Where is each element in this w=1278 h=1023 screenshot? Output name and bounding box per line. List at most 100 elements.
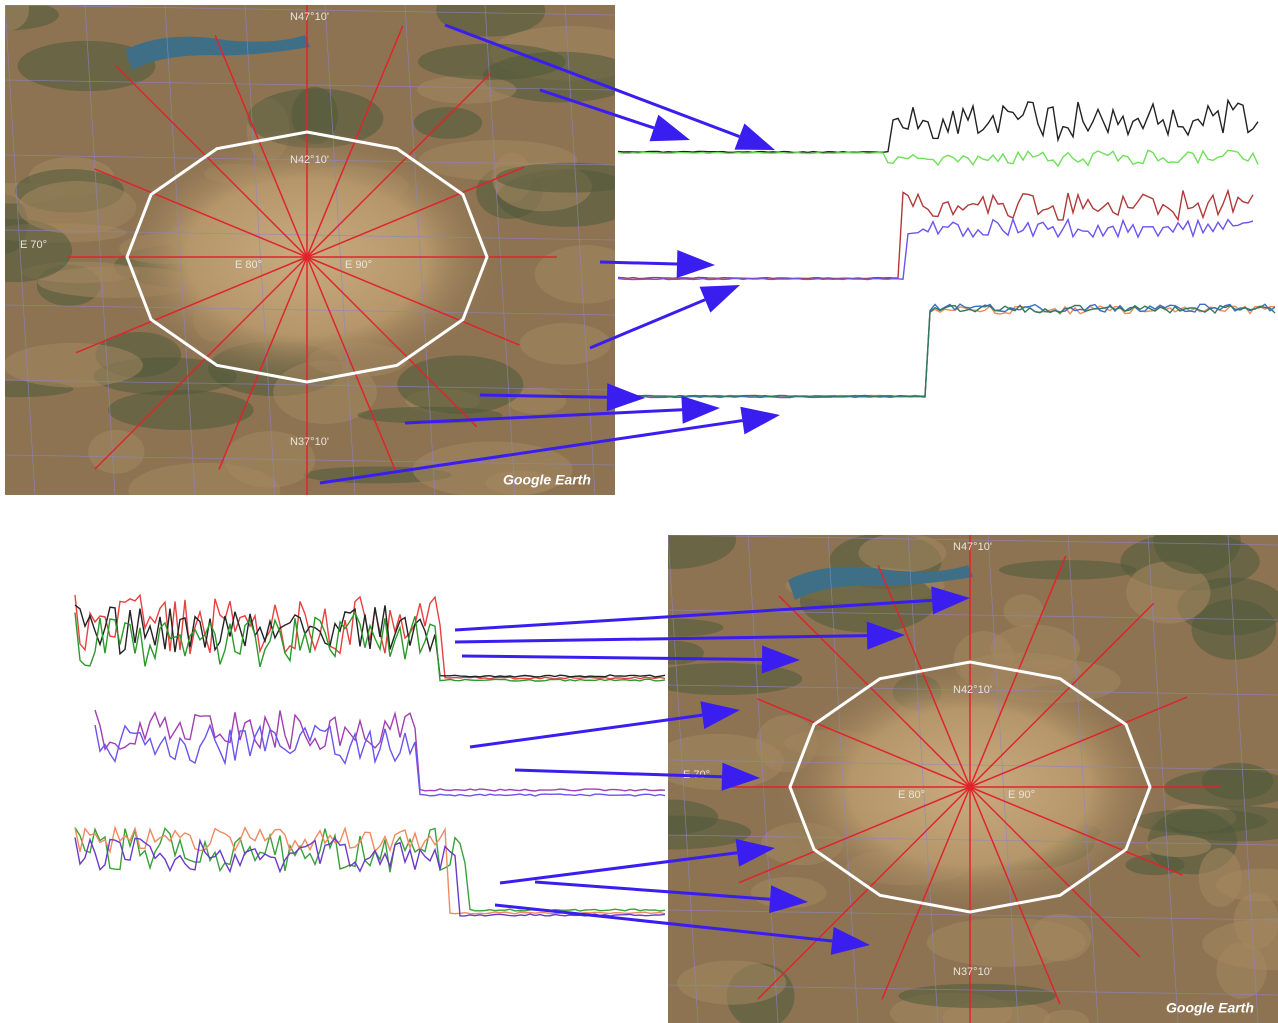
terrain (668, 640, 704, 665)
arrow-shaft (514, 768, 723, 779)
graticule (5, 79, 615, 91)
profile-line (619, 303, 1276, 399)
arrow-shaft (454, 634, 868, 644)
arrow-head (734, 123, 775, 150)
map-label: N42°10' (953, 684, 992, 696)
arrow-shaft (494, 903, 833, 943)
terrain (858, 535, 947, 573)
arrow-head (735, 838, 775, 867)
graticule (244, 5, 276, 495)
graticule (1227, 535, 1259, 1023)
map-label: E 90° (345, 259, 372, 271)
terrain (5, 5, 30, 31)
profile-ray (969, 696, 1188, 788)
arrow-head (721, 762, 760, 791)
terrain (495, 162, 615, 193)
terrain (998, 560, 1137, 580)
terrain (1215, 868, 1278, 902)
graticule (5, 229, 615, 241)
terrain (485, 470, 556, 495)
arrow-head (700, 701, 740, 730)
arrow-shaft (461, 654, 763, 662)
profile-ray (969, 786, 1061, 1005)
profile-ray (969, 786, 1141, 958)
terrain (1145, 835, 1212, 858)
graticule (5, 379, 615, 391)
profile-line (617, 188, 1254, 280)
terrain (17, 40, 156, 92)
graticule (84, 5, 116, 495)
profile-line (74, 827, 666, 912)
terrain (668, 535, 737, 569)
profile-ray (94, 168, 308, 258)
arrow-head (699, 285, 740, 313)
terrain (417, 75, 517, 104)
terrain (108, 389, 254, 431)
profile-line (74, 837, 666, 917)
arrow-shaft (454, 598, 933, 632)
profile-ray (306, 256, 520, 346)
graticule (5, 154, 615, 166)
profile-line (94, 709, 666, 792)
profile-ray (881, 786, 971, 1000)
map-label: N47°10' (290, 11, 329, 23)
graticule (907, 535, 939, 1023)
terrain (413, 107, 483, 139)
profile-line (620, 304, 1276, 398)
profile-line (74, 593, 666, 680)
profile-ray (75, 256, 308, 354)
arrow-shaft (444, 23, 740, 138)
profile-ray (757, 786, 971, 1000)
graticule (747, 535, 779, 1023)
graticule (5, 304, 615, 316)
arrow-head (866, 621, 905, 650)
profile-line (617, 217, 1254, 281)
profile-ray (306, 72, 492, 258)
graticule (668, 834, 1278, 846)
profile-ray (115, 65, 308, 258)
terrain (17, 181, 137, 235)
terrain (1030, 913, 1092, 962)
profile-ray (306, 166, 525, 258)
map: N47°10'N42°10'E 70°E 80°E 90°N37°10'Goog… (668, 535, 1278, 1023)
terrain (1164, 769, 1278, 807)
profile-ray (306, 256, 478, 428)
boundary (125, 130, 489, 384)
arrow-shaft (599, 260, 678, 266)
arrow-head (830, 927, 870, 955)
graticule (668, 759, 1278, 771)
map-label: N47°10' (953, 541, 992, 553)
lake (125, 35, 310, 70)
terrain (898, 983, 1057, 1009)
watermark: Google Earth (1166, 1000, 1254, 1016)
map-label: E 70° (20, 239, 47, 251)
map-label: N37°10' (953, 966, 992, 978)
arrow-head (740, 406, 780, 435)
terrain (507, 387, 567, 415)
graticule (164, 5, 196, 495)
terrain (534, 245, 615, 304)
terrain (1003, 594, 1044, 627)
map-label: N42°10' (290, 154, 329, 166)
arrow-head (676, 250, 715, 279)
terrain (1216, 942, 1267, 999)
profile-ray (778, 595, 971, 788)
terrain (668, 815, 752, 850)
arrow-shaft (404, 408, 683, 425)
arrow-head (681, 395, 720, 424)
map-label: E 80° (235, 259, 262, 271)
terrain (5, 342, 143, 388)
profile-ray (969, 602, 1155, 788)
arrow-shaft (479, 393, 608, 399)
graticule (5, 5, 615, 16)
terrain (417, 43, 566, 80)
terrain (128, 462, 281, 495)
profile-line (617, 149, 1259, 168)
arrow-shaft (539, 88, 655, 130)
profile-ray (757, 698, 971, 788)
profile-ray (969, 786, 1183, 876)
arrow-head (931, 586, 970, 615)
graticule (324, 5, 356, 495)
arrow-head (649, 114, 690, 142)
